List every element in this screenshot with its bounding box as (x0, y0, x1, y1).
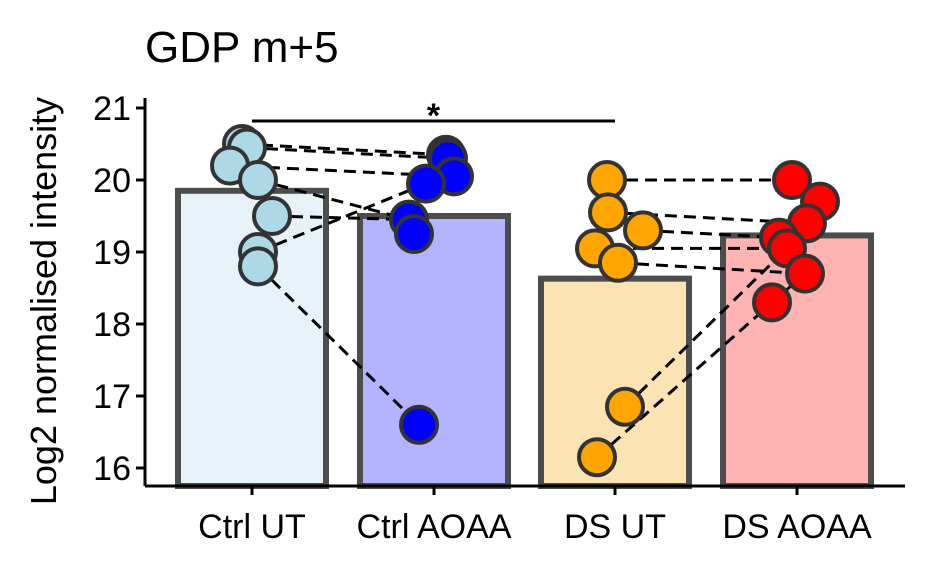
x-tick-label: DS AOAA (722, 508, 872, 546)
data-point (752, 282, 792, 323)
chart-title: GDP m+5 (145, 23, 339, 72)
paired-line (617, 261, 806, 276)
axes-layer: 16 17 18 19 20 21 Ctrl UT Ctrl AOAA DS UT DS AOAA (93, 90, 905, 546)
y-axis-title: Log2 normalised intensity (23, 97, 64, 505)
data-point (252, 196, 292, 236)
data-point (238, 160, 278, 200)
paired-line (246, 146, 449, 160)
data-point (772, 160, 812, 200)
paired-line (241, 142, 447, 157)
significance-layer: * (252, 97, 615, 135)
x-tick-label: Ctrl AOAA (357, 508, 512, 546)
y-tick-label: 18 (93, 306, 131, 344)
data-point (598, 242, 638, 283)
bar-ds-aoaa (720, 232, 874, 489)
y-tick-label: 21 (93, 90, 131, 128)
paired-line (642, 228, 780, 240)
x-tick-label: Ctrl UT (198, 508, 306, 546)
paired-line (607, 210, 808, 225)
data-point (623, 210, 663, 251)
data-point (588, 192, 628, 233)
paired-line (257, 178, 410, 222)
data-point (399, 404, 439, 445)
paired-line (257, 182, 427, 254)
data-point (238, 246, 278, 287)
bar-ctrl-aoaa (357, 213, 511, 489)
y-tick-label: 16 (93, 450, 131, 488)
data-point (394, 214, 434, 254)
points-layer (210, 124, 840, 478)
data-point (577, 437, 617, 478)
significance-label: * (427, 97, 441, 135)
y-tick-label: 17 (93, 378, 131, 416)
data-point (605, 386, 645, 427)
data-point (785, 253, 825, 294)
y-tick-label: 20 (93, 162, 131, 200)
y-tick-label: 19 (93, 234, 131, 272)
y-axis-title-group: Log2 normalised intensity (23, 97, 64, 505)
data-point (406, 163, 446, 204)
paired-line (271, 214, 410, 222)
x-tick-label: DS UT (564, 508, 666, 546)
